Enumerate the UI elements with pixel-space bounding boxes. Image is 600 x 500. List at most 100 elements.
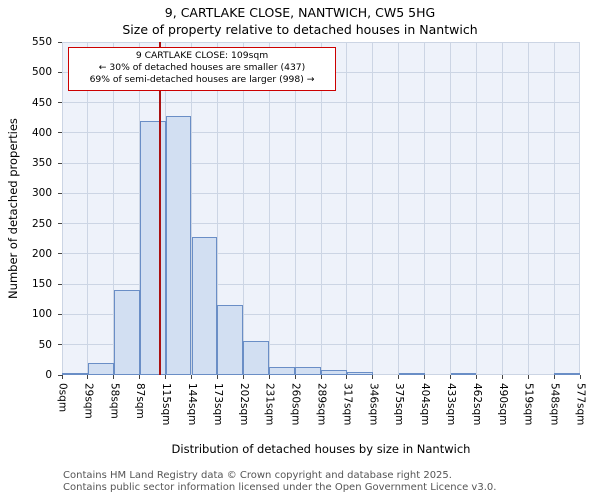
y-tick-mark [58, 41, 62, 43]
x-tick-label: 433sqm [445, 383, 457, 426]
x-tick-label: 231sqm [263, 383, 276, 426]
x-tick-mark [475, 375, 477, 379]
annotation-box: 9 CARTLAKE CLOSE: 109sqm ← 30% of detach… [68, 47, 336, 91]
x-tick-label: 519sqm [522, 383, 535, 426]
v-gridline [62, 42, 63, 375]
v-gridline [398, 42, 400, 375]
x-tick-mark [165, 375, 167, 379]
x-tick-label: 202sqm [237, 383, 250, 426]
y-tick-label: 150 [31, 278, 52, 291]
v-gridline [346, 42, 348, 375]
histogram-bar [113, 290, 140, 375]
x-tick-label: 115sqm [160, 383, 173, 426]
attribution: Contains HM Land Registry data © Crown c… [63, 470, 593, 493]
histogram-bar [321, 370, 347, 375]
x-tick-mark [579, 375, 581, 379]
marker-line [159, 42, 161, 375]
x-tick-mark [398, 375, 400, 379]
x-tick-mark [242, 375, 244, 379]
v-gridline [475, 42, 477, 375]
v-gridline [579, 42, 580, 375]
x-tick-mark [268, 375, 270, 379]
x-tick-label: 289sqm [315, 383, 328, 426]
y-tick-label: 50 [38, 338, 52, 351]
x-tick-label: 375sqm [393, 383, 406, 426]
attribution-line-1: Contains HM Land Registry data © Crown c… [63, 470, 452, 481]
x-tick-mark [191, 375, 192, 379]
x-axis-label: Distribution of detached houses by size … [171, 442, 471, 456]
histogram-bar [295, 366, 321, 375]
v-gridline [527, 42, 529, 375]
v-gridline [113, 42, 115, 375]
v-gridline [450, 42, 451, 375]
x-tick-mark [139, 375, 141, 379]
x-tick-label: 173sqm [211, 383, 224, 426]
y-tick-label: 0 [45, 369, 52, 381]
y-tick-mark [58, 344, 62, 346]
x-tick-mark [87, 375, 89, 379]
x-tick-label: 317sqm [341, 383, 354, 426]
x-tick-mark [424, 375, 426, 379]
attribution-line-2: Contains public sector information licen… [63, 481, 497, 493]
x-tick-mark [527, 375, 529, 379]
y-tick-label: 250 [31, 217, 52, 230]
x-tick-mark [113, 375, 115, 379]
y-tick-label: 100 [31, 308, 52, 321]
x-tick-label: 548sqm [548, 383, 561, 426]
plot-area: 9 CARTLAKE CLOSE: 109sqm ← 30% of detach… [62, 42, 580, 375]
x-tick-mark [553, 375, 555, 379]
x-tick-label: 144sqm [186, 383, 198, 426]
y-tick-label: 400 [31, 126, 52, 139]
histogram-bar [346, 371, 373, 375]
y-tick-mark [58, 253, 62, 255]
annotation-property: 9 CARTLAKE CLOSE: 109sqm [135, 50, 269, 61]
x-tick-mark [61, 375, 63, 379]
x-tick-label: 490sqm [496, 383, 509, 426]
x-tick-mark [450, 375, 451, 379]
y-tick-label: 350 [31, 157, 52, 170]
x-tick-mark [372, 375, 374, 379]
v-gridline [191, 42, 192, 375]
histogram-bar [87, 362, 114, 375]
y-tick-labels: 0 50 100 150 200 250 300 350 400 450 500 550 [0, 36, 62, 381]
v-gridline [268, 42, 270, 375]
v-gridline [372, 42, 374, 375]
histogram-bar [165, 116, 192, 375]
y-tick-label: 200 [31, 247, 52, 260]
x-tick-mark [346, 375, 348, 379]
x-tick-label: 87sqm [134, 383, 147, 419]
histogram-bar [139, 120, 166, 375]
v-gridline [87, 42, 89, 375]
y-tick-mark [58, 132, 62, 134]
x-tick-label: 346sqm [367, 383, 380, 426]
histogram-bar [243, 340, 270, 375]
v-gridline [320, 42, 322, 375]
v-gridline [294, 42, 296, 375]
histogram-bar [269, 366, 296, 375]
chart-subtitle: Size of property relative to detached ho… [122, 22, 478, 37]
histogram-bar [450, 373, 477, 375]
x-tick-label: 462sqm [470, 383, 483, 426]
histogram-bar [191, 236, 218, 375]
annotation-larger-stat: 69% of semi-detached houses are larger (… [89, 74, 315, 86]
y-tick-mark [58, 71, 62, 73]
v-gridline [424, 42, 426, 375]
y-tick-label: 300 [31, 187, 52, 200]
histogram-bar [398, 373, 425, 375]
histogram-bar [62, 373, 88, 375]
x-tick-mark [294, 375, 296, 379]
x-tick-label: 58sqm [108, 383, 121, 419]
v-gridline [242, 42, 244, 375]
x-tick-mark [501, 375, 503, 379]
y-tick-mark [58, 162, 62, 164]
v-gridline [216, 42, 218, 375]
v-gridline [501, 42, 503, 375]
y-tick-label: 450 [31, 96, 52, 109]
y-tick-mark [58, 102, 62, 104]
x-tick-label: 260sqm [289, 383, 302, 426]
histogram-bar [554, 373, 580, 375]
annotation-smaller-stat: ← 30% of detached houses are smaller (43… [98, 62, 306, 74]
y-tick-label: 500 [31, 66, 52, 79]
chart-title: 9, CARTLAKE CLOSE, NANTWICH, CW5 5HG [164, 5, 436, 20]
